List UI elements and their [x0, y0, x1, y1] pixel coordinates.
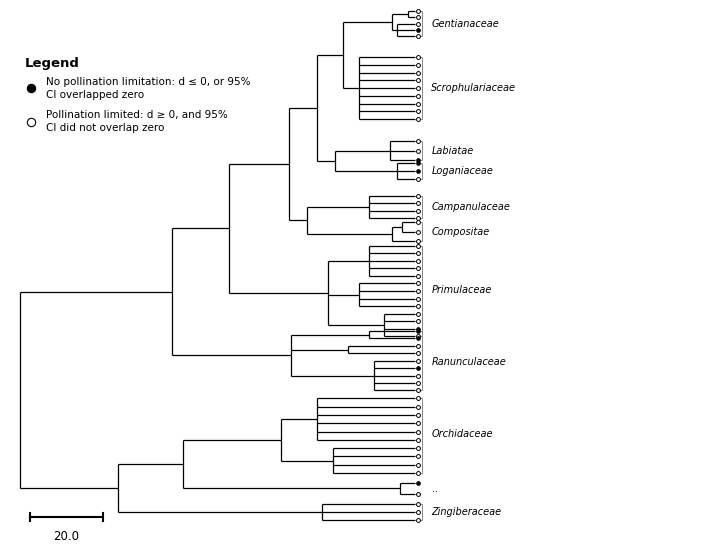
Text: Gentianaceae: Gentianaceae: [431, 18, 499, 28]
Text: Campanulaceae: Campanulaceae: [431, 202, 510, 212]
Text: Pollination limited: d ≥ 0, and 95%
CI did not overlap zero: Pollination limited: d ≥ 0, and 95% CI d…: [46, 110, 227, 133]
Text: Ranunculaceae: Ranunculaceae: [431, 357, 506, 367]
Text: Primulaceae: Primulaceae: [431, 285, 492, 295]
Text: Labiatae: Labiatae: [431, 146, 474, 156]
Text: 20.0: 20.0: [54, 530, 79, 543]
Text: Loganiaceae: Loganiaceae: [431, 166, 493, 176]
Text: Compositae: Compositae: [431, 227, 490, 237]
Text: Zingiberaceae: Zingiberaceae: [431, 507, 501, 517]
Text: Orchidaceae: Orchidaceae: [431, 429, 493, 440]
Text: No pollination limitation: d ≤ 0, or 95%
CI overlapped zero: No pollination limitation: d ≤ 0, or 95%…: [46, 77, 251, 100]
Text: Legend: Legend: [25, 57, 80, 70]
Text: ..: ..: [433, 484, 438, 493]
Text: Scrophulariaceae: Scrophulariaceae: [431, 83, 516, 93]
